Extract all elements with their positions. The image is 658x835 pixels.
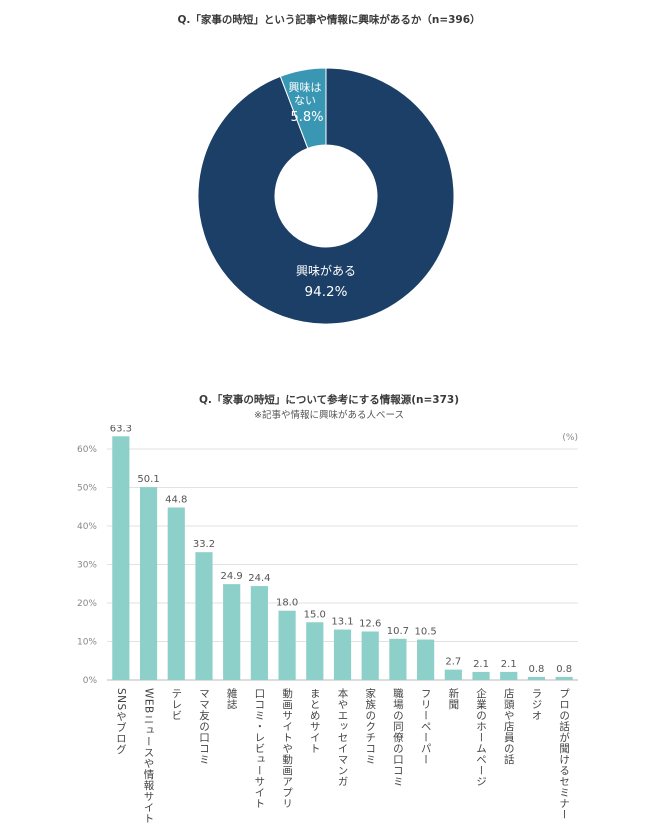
bar-4 (223, 584, 241, 680)
bar-6 (278, 610, 296, 680)
bar-0 (112, 436, 130, 680)
x-tick-label: 職場の同僚の口コミ (392, 688, 404, 787)
bar-16 (555, 676, 573, 680)
data-label: 24.4 (248, 573, 270, 584)
x-tick-label: まとめサイト (309, 688, 321, 754)
pie-chart-title: Q.「家事の時短」という記事や情報に興味があるか（n=396） (177, 14, 481, 26)
bar-chart-title: Q.「家事の時短」について参考にする情報源(n=373) (199, 394, 459, 406)
bar-7 (306, 622, 324, 680)
data-label: 10.5 (414, 627, 436, 638)
bar-9 (361, 631, 379, 680)
bar-10 (389, 638, 407, 680)
data-label: 33.2 (193, 539, 215, 550)
bar-2 (167, 507, 185, 680)
data-label: 13.1 (331, 617, 353, 628)
y-tick-label: 30% (77, 561, 97, 571)
x-tick-label: 本やエッセイマンガ (337, 687, 349, 787)
x-tick-label: WEBニュースや情報サイト (143, 688, 155, 824)
data-label: 2.1 (473, 659, 489, 670)
data-label: 0.8 (528, 664, 544, 675)
slice-value-yes: 94.2% (305, 284, 348, 300)
bar-8 (333, 629, 352, 680)
x-tick-label: 店頭や店員の話 (503, 687, 515, 765)
x-tick-label: プロの話が聞けるセミナー (558, 688, 570, 820)
x-tick-label: テレビ (170, 688, 182, 721)
data-label: 2.1 (501, 659, 517, 670)
data-label: 18.0 (276, 598, 298, 609)
donut-slice-0 (197, 67, 455, 325)
slice-label-yes: 興味がある (296, 263, 356, 278)
y-tick-label: 60% (77, 445, 97, 455)
bar-15 (527, 676, 546, 680)
x-tick-label: ママ友の口コミ (198, 688, 210, 765)
x-tick-label: 雑誌 (226, 687, 238, 710)
data-label: 63.3 (110, 425, 132, 434)
slice-value-no: 5.8% (290, 110, 323, 125)
bar-11 (417, 639, 435, 680)
y-tick-label: 50% (77, 484, 97, 494)
x-tick-label: 動画サイトや動画アプリ (281, 687, 293, 809)
x-tick-label: SNSやブログ (115, 688, 127, 755)
donut-slice-1 (279, 67, 327, 149)
y-tick-label: 0% (83, 676, 98, 686)
y-tick-label: 10% (77, 638, 97, 648)
y-tick-label: 20% (77, 599, 97, 609)
slice-label-no-line1: 興味は (289, 81, 322, 94)
data-label: 0.8 (556, 664, 572, 675)
bar-chart-subtitle: ※記事や情報に興味がある人ベース (254, 410, 404, 421)
data-label: 2.7 (445, 657, 461, 668)
y-tick-label: 40% (77, 522, 97, 532)
bar-1 (139, 487, 158, 680)
data-label: 44.8 (165, 495, 187, 506)
x-tick-label: 家族のクチコミ (364, 687, 376, 765)
slice-label-no-line2: ない (294, 94, 316, 107)
x-tick-label: 口コミ・レビューサイト (253, 688, 265, 809)
bar-12 (444, 669, 462, 680)
x-tick-label: フリーペーパー (420, 688, 432, 765)
data-label: 15.0 (304, 609, 326, 620)
bar-3 (195, 552, 213, 680)
data-label: 12.6 (359, 618, 381, 629)
bar-13 (472, 671, 490, 680)
data-label: 24.9 (221, 571, 243, 582)
x-tick-label: 企業のホームページ (475, 687, 487, 787)
bar-14 (500, 671, 518, 680)
data-label: 50.1 (137, 474, 159, 485)
x-tick-label: ラジオ (530, 688, 542, 721)
data-label: 10.7 (387, 626, 409, 637)
bar-chart: (%) 0% 10% 20% 30% 40% 50% 60% 63.3 SNSやブログ 50.1 WE… (77, 425, 578, 824)
bar-5 (250, 586, 268, 680)
unit-label: (%) (562, 433, 578, 443)
x-tick-label: 新聞 (447, 687, 459, 710)
